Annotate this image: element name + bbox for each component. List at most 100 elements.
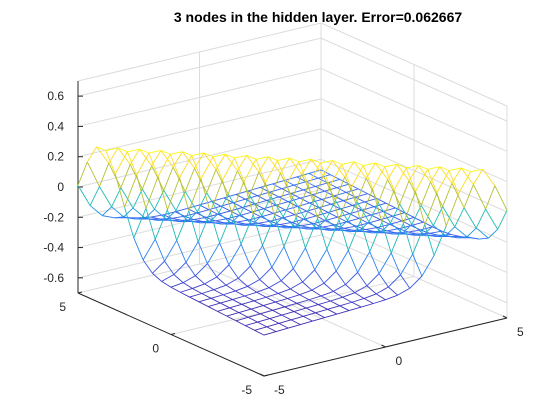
surface-mesh-line [241,303,252,310]
x-tick-label: -5 [274,383,285,397]
surface-mesh-line [251,208,264,213]
surface-mesh-line [270,173,281,197]
surface-mesh-line [341,161,355,165]
surface-mesh-line [372,188,383,223]
surface-mesh-line [315,186,325,192]
surface-mesh-line [222,294,233,300]
surface-mesh-line [355,196,365,203]
surface-mesh-line [342,292,355,298]
surface-mesh-line [361,303,374,308]
surface-mesh-line [247,186,261,192]
y-tick-mark [263,374,269,377]
surface-mesh-line [320,160,333,164]
surface-mesh-line [249,195,263,216]
surface-mesh-line [278,322,289,329]
surface-mesh-line [402,223,414,255]
surface-mesh-line [175,210,189,221]
surface-mesh-line [77,161,88,186]
surface-mesh-line [169,154,180,178]
surface-mesh-line [358,218,369,224]
surface-mesh-line [273,225,287,229]
surface-mesh-line [182,151,195,169]
surface-mesh-line [306,304,319,309]
surface-mesh-line [338,187,352,220]
surface-mesh-line [375,293,386,301]
surface-mesh-line [290,193,301,199]
surface-mesh-line [289,157,300,163]
surface-mesh-line [318,304,328,310]
surface-mesh-line [326,249,337,272]
surface-mesh-line [148,152,159,177]
surface-mesh-line [166,218,179,223]
surface-mesh-line [321,195,335,200]
surface-mesh-line [420,205,434,226]
surface-mesh-line [254,329,265,336]
surface-mesh-line [209,221,222,225]
surface-mesh-line [316,227,330,231]
surface-mesh-line [388,274,401,288]
surface-mesh-line [240,213,253,225]
surface-mesh-line [273,216,284,226]
surface-mesh-line [275,301,285,308]
surface-mesh-line [154,239,165,262]
surface-mesh-line [390,252,401,276]
surface-mesh-line [132,207,146,219]
surface-mesh-line [295,185,309,218]
surface-mesh-line [246,155,257,160]
surface-mesh-line [353,161,367,179]
surface-mesh-line [299,294,310,301]
surface-mesh-line [380,215,393,221]
surface-mesh-line [264,225,274,228]
surface-mesh-line [282,216,296,228]
surface-mesh-line [368,202,379,223]
surface-mesh-line [339,305,350,311]
surface-mesh-line [466,236,480,240]
surface-mesh-line [221,222,232,225]
surface-mesh-line [277,160,288,185]
surface-mesh-line [373,299,386,304]
surface-mesh-line [101,206,112,216]
surface-mesh-line [388,286,398,296]
surface-mesh-line [415,191,426,225]
surface-mesh-line [278,319,292,324]
surface-mesh-line [494,185,508,211]
surface-mesh-line [226,312,240,317]
surface-mesh-line [289,157,303,175]
surface-mesh-line [164,240,178,262]
surface-mesh-line [284,176,297,181]
surface-mesh-line [145,208,156,240]
surface-mesh-line [308,295,322,301]
surface-mesh-line [237,265,251,279]
surface-mesh-line [124,175,138,208]
surface-mesh-line [278,196,289,203]
surface-mesh-line [314,248,328,271]
surface-mesh-line [218,212,232,224]
surface-mesh-line [323,270,337,284]
surface-mesh-line [142,259,153,274]
surface-mesh-line [351,301,362,308]
surface-mesh-line [345,272,358,285]
grid-line-wall-z [320,98,508,183]
surface-mesh-line [274,215,285,247]
surface-mesh-line [166,209,178,241]
surface-mesh-line [263,208,274,214]
surface-mesh-line [219,242,230,266]
surface-mesh-line [385,294,398,301]
surface-mesh-line [271,267,282,282]
x-tick-mark [259,373,265,377]
surface-mesh-line [488,229,499,239]
surface-mesh-line [209,212,221,244]
surface-mesh-line [211,201,222,207]
surface-mesh-line [370,214,381,221]
surface-mesh-line [316,219,327,229]
surface-mesh-line [280,280,291,290]
surface-mesh-line [305,307,316,314]
surface-mesh-line [257,321,268,328]
surface-mesh-line [123,207,134,218]
surface-mesh-line [114,151,128,175]
grid-line-wall-z [77,128,322,188]
surface-mesh-line [281,311,295,316]
surface-mesh-line [293,307,307,313]
surface-mesh-line [292,268,303,283]
surface-mesh-line [209,212,220,223]
